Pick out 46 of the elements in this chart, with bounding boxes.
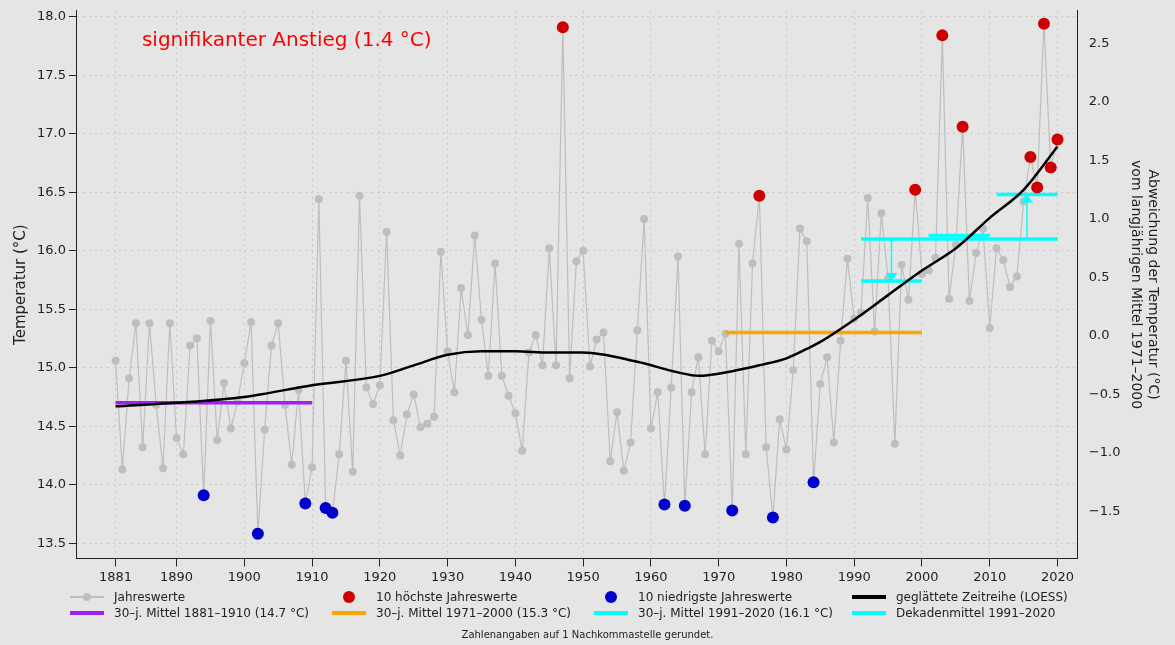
legend-label: geglättete Zeitreihe (LOESS) — [896, 590, 1068, 604]
x-tick-label: 1980 — [769, 568, 803, 584]
legend-label: 30–j. Mittel 1881–1910 (14.7 °C) — [114, 606, 310, 620]
y2-tick-label: 0.0 — [1088, 327, 1110, 343]
x-tick-label: 2000 — [905, 568, 939, 584]
y-tick-label: 17.5 — [36, 66, 66, 82]
x-tick-label: 1960 — [634, 568, 668, 584]
x-tick-label: 1930 — [431, 568, 465, 584]
x-tick-label: 1990 — [837, 568, 871, 584]
annotation: signifikanter Anstieg (1.4 °C) — [141, 27, 432, 51]
x-tick-label: 2010 — [973, 568, 1007, 584]
text: Zahlenangaben auf 1 Nachkommastelle gerundet. — [460, 629, 715, 640]
legend-label: 10 höchste Jahreswerte — [376, 590, 518, 604]
y-tick-label: 14.5 — [36, 417, 66, 433]
x-tick-label: 1881 — [99, 568, 133, 584]
x-tick-label: 1920 — [363, 568, 397, 584]
y2-tick-label: 2.0 — [1088, 93, 1110, 109]
legend-label: 30–j. Mittel 1971–2000 (15.3 °C) — [376, 606, 572, 620]
y-tick-label: 18.0 — [36, 8, 66, 24]
legend-label: Dekadenmittel 1991–2020 — [896, 606, 1056, 620]
x-tick-label: 1950 — [566, 568, 600, 584]
y2-axis-title: Abweichung der Temperatur (°C) vom langjährigen Mittel 1971–2000 — [1129, 160, 1162, 410]
y-tick-label: 15.5 — [36, 300, 66, 316]
x-tick-label: 2020 — [1040, 568, 1075, 584]
y2-tick-label: −1.5 — [1088, 502, 1121, 518]
y-tick-label: 17.0 — [36, 125, 66, 141]
y2-tick-label: 0.5 — [1088, 268, 1110, 284]
legend-label: 30–j. Mittel 1991–2020 (16.1 °C) — [638, 606, 834, 620]
y2-tick-label: 1.0 — [1088, 210, 1110, 226]
y-axis-title: Temperatur (°C) — [10, 224, 29, 346]
y2-tick-label: −1.0 — [1088, 444, 1121, 460]
y-tick-label: 15.0 — [36, 359, 66, 375]
x-tick-label: 1970 — [702, 568, 736, 584]
y-tick-label: 16.0 — [36, 242, 66, 258]
x-tick-label: 1910 — [295, 568, 329, 584]
y2-tick-label: 2.5 — [1088, 34, 1110, 50]
legend-label: Jahreswerte — [114, 590, 186, 604]
y-tick-label: 16.5 — [36, 183, 66, 199]
y2-tick-label: 1.5 — [1088, 151, 1110, 167]
y2-tick-label: −0.5 — [1088, 385, 1121, 401]
x-tick-label: 1940 — [498, 568, 532, 584]
x-tick-label: 1900 — [227, 568, 261, 584]
x-tick-label: 1890 — [160, 568, 194, 584]
y-tick-label: 13.5 — [36, 534, 66, 550]
legend-label: 10 niedrigste Jahreswerte — [638, 590, 793, 604]
y-tick-label: 14.0 — [36, 476, 66, 492]
